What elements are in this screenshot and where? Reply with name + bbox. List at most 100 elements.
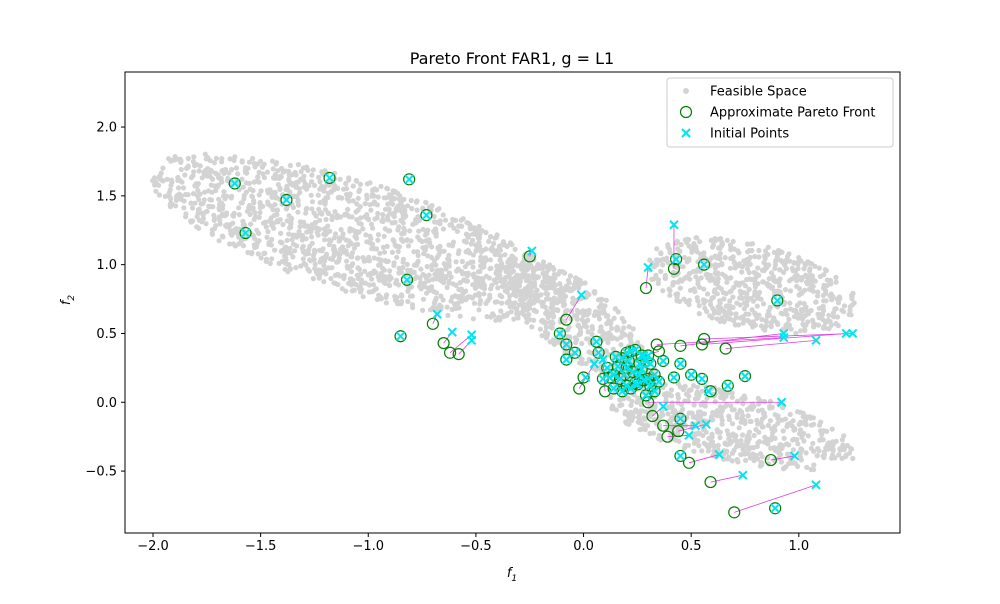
feasible-point: [694, 384, 701, 390]
feasible-point: [415, 234, 421, 240]
feasible-point: [774, 320, 780, 326]
initial-point: [671, 254, 681, 264]
feasible-point: [760, 424, 766, 430]
feasible-point: [209, 168, 215, 174]
feasible-point: [250, 188, 256, 194]
feasible-point: [721, 308, 727, 314]
feasible-point: [664, 255, 670, 261]
feasible-point: [207, 174, 213, 180]
pareto-point: [560, 338, 573, 351]
feasible-point: [309, 234, 315, 240]
feasible-point: [424, 264, 430, 270]
feasible-point: [581, 323, 588, 329]
feasible-point: [819, 312, 825, 318]
feasible-point: [670, 409, 676, 415]
feasible-point: [705, 275, 711, 281]
feasible-point: [358, 215, 364, 221]
initial-point: [608, 370, 619, 380]
feasible-point: [682, 275, 688, 281]
pareto-point: [728, 506, 741, 519]
initial-point: [608, 383, 619, 394]
feasible-point: [739, 264, 746, 270]
feasible-point: [763, 323, 769, 329]
feasible-point: [573, 275, 579, 281]
feasible-point: [775, 420, 781, 426]
feasible-point: [734, 300, 740, 306]
feasible-point: [774, 254, 780, 260]
feasible-point: [413, 217, 419, 223]
feasible-point: [694, 391, 700, 397]
feasible-point: [213, 155, 219, 161]
feasible-point: [579, 356, 585, 363]
initial-point: [561, 339, 572, 350]
feasible-point: [284, 237, 290, 243]
feasible-point: [729, 421, 736, 427]
feasible-point: [405, 298, 411, 305]
feasible-point: [240, 243, 247, 249]
pareto-point: [592, 346, 605, 359]
feasible-point: [777, 267, 783, 273]
feasible-point: [231, 157, 237, 163]
feasible-point: [317, 179, 323, 185]
feasible-point: [355, 229, 361, 235]
feasible-point: [303, 262, 309, 268]
feasible-point: [387, 194, 393, 200]
feasible-point: [355, 207, 361, 213]
feasible-point: [192, 163, 198, 169]
feasible-point: [420, 307, 426, 313]
feasible-point: [274, 207, 281, 213]
feasible-point: [531, 298, 538, 304]
feasible-point: [297, 224, 303, 230]
pareto-point: [670, 253, 683, 266]
feasible-point: [167, 204, 174, 210]
initial-point: [593, 348, 604, 358]
feasible-point: [205, 188, 212, 194]
feasible-point: [426, 272, 432, 278]
feasible-point: [710, 410, 716, 416]
feasible-point: [663, 394, 669, 400]
feasible-point: [724, 237, 730, 243]
initial-point: [645, 359, 655, 369]
feasible-point: [629, 398, 635, 404]
feasible-point: [569, 300, 576, 306]
feasible-point: [209, 231, 215, 237]
feasible-point: [325, 223, 331, 229]
feasible-point: [249, 193, 255, 199]
initial-point: [772, 295, 782, 306]
feasible-point: [610, 346, 616, 352]
feasible-point: [680, 264, 686, 270]
feasible-point: [749, 406, 755, 412]
feasible-point: [371, 255, 377, 261]
feasible-point: [784, 441, 790, 447]
pareto-point: [650, 338, 663, 351]
feasible-point: [265, 229, 271, 235]
feasible-point: [491, 248, 497, 254]
pareto-point: [771, 294, 784, 307]
feasible-point: [521, 287, 527, 294]
feasible-point: [239, 176, 245, 182]
feasible-point: [830, 448, 836, 454]
feasible-point: [178, 158, 184, 164]
feasible-point: [456, 248, 462, 254]
feasible-point: [794, 302, 800, 308]
pareto-point: [323, 171, 336, 185]
feasible-point: [603, 297, 609, 303]
feasible-point: [778, 459, 785, 465]
initial-point: [714, 449, 724, 460]
feasible-point: [716, 284, 722, 290]
feasible-point: [808, 276, 814, 282]
feasible-point: [335, 271, 341, 277]
feasible-point: [378, 296, 384, 302]
feasible-point: [499, 242, 505, 248]
feasible-point: [168, 177, 175, 183]
feasible-point: [728, 403, 734, 409]
x-axis-label-subscript: 1: [511, 574, 517, 584]
feasible-point: [794, 283, 800, 289]
feasible-point: [752, 277, 758, 283]
feasible-point: [717, 434, 723, 441]
feasible-point: [225, 223, 231, 229]
feasible-point: [574, 316, 580, 322]
feasible-point: [514, 273, 520, 279]
feasible-point: [379, 218, 385, 224]
